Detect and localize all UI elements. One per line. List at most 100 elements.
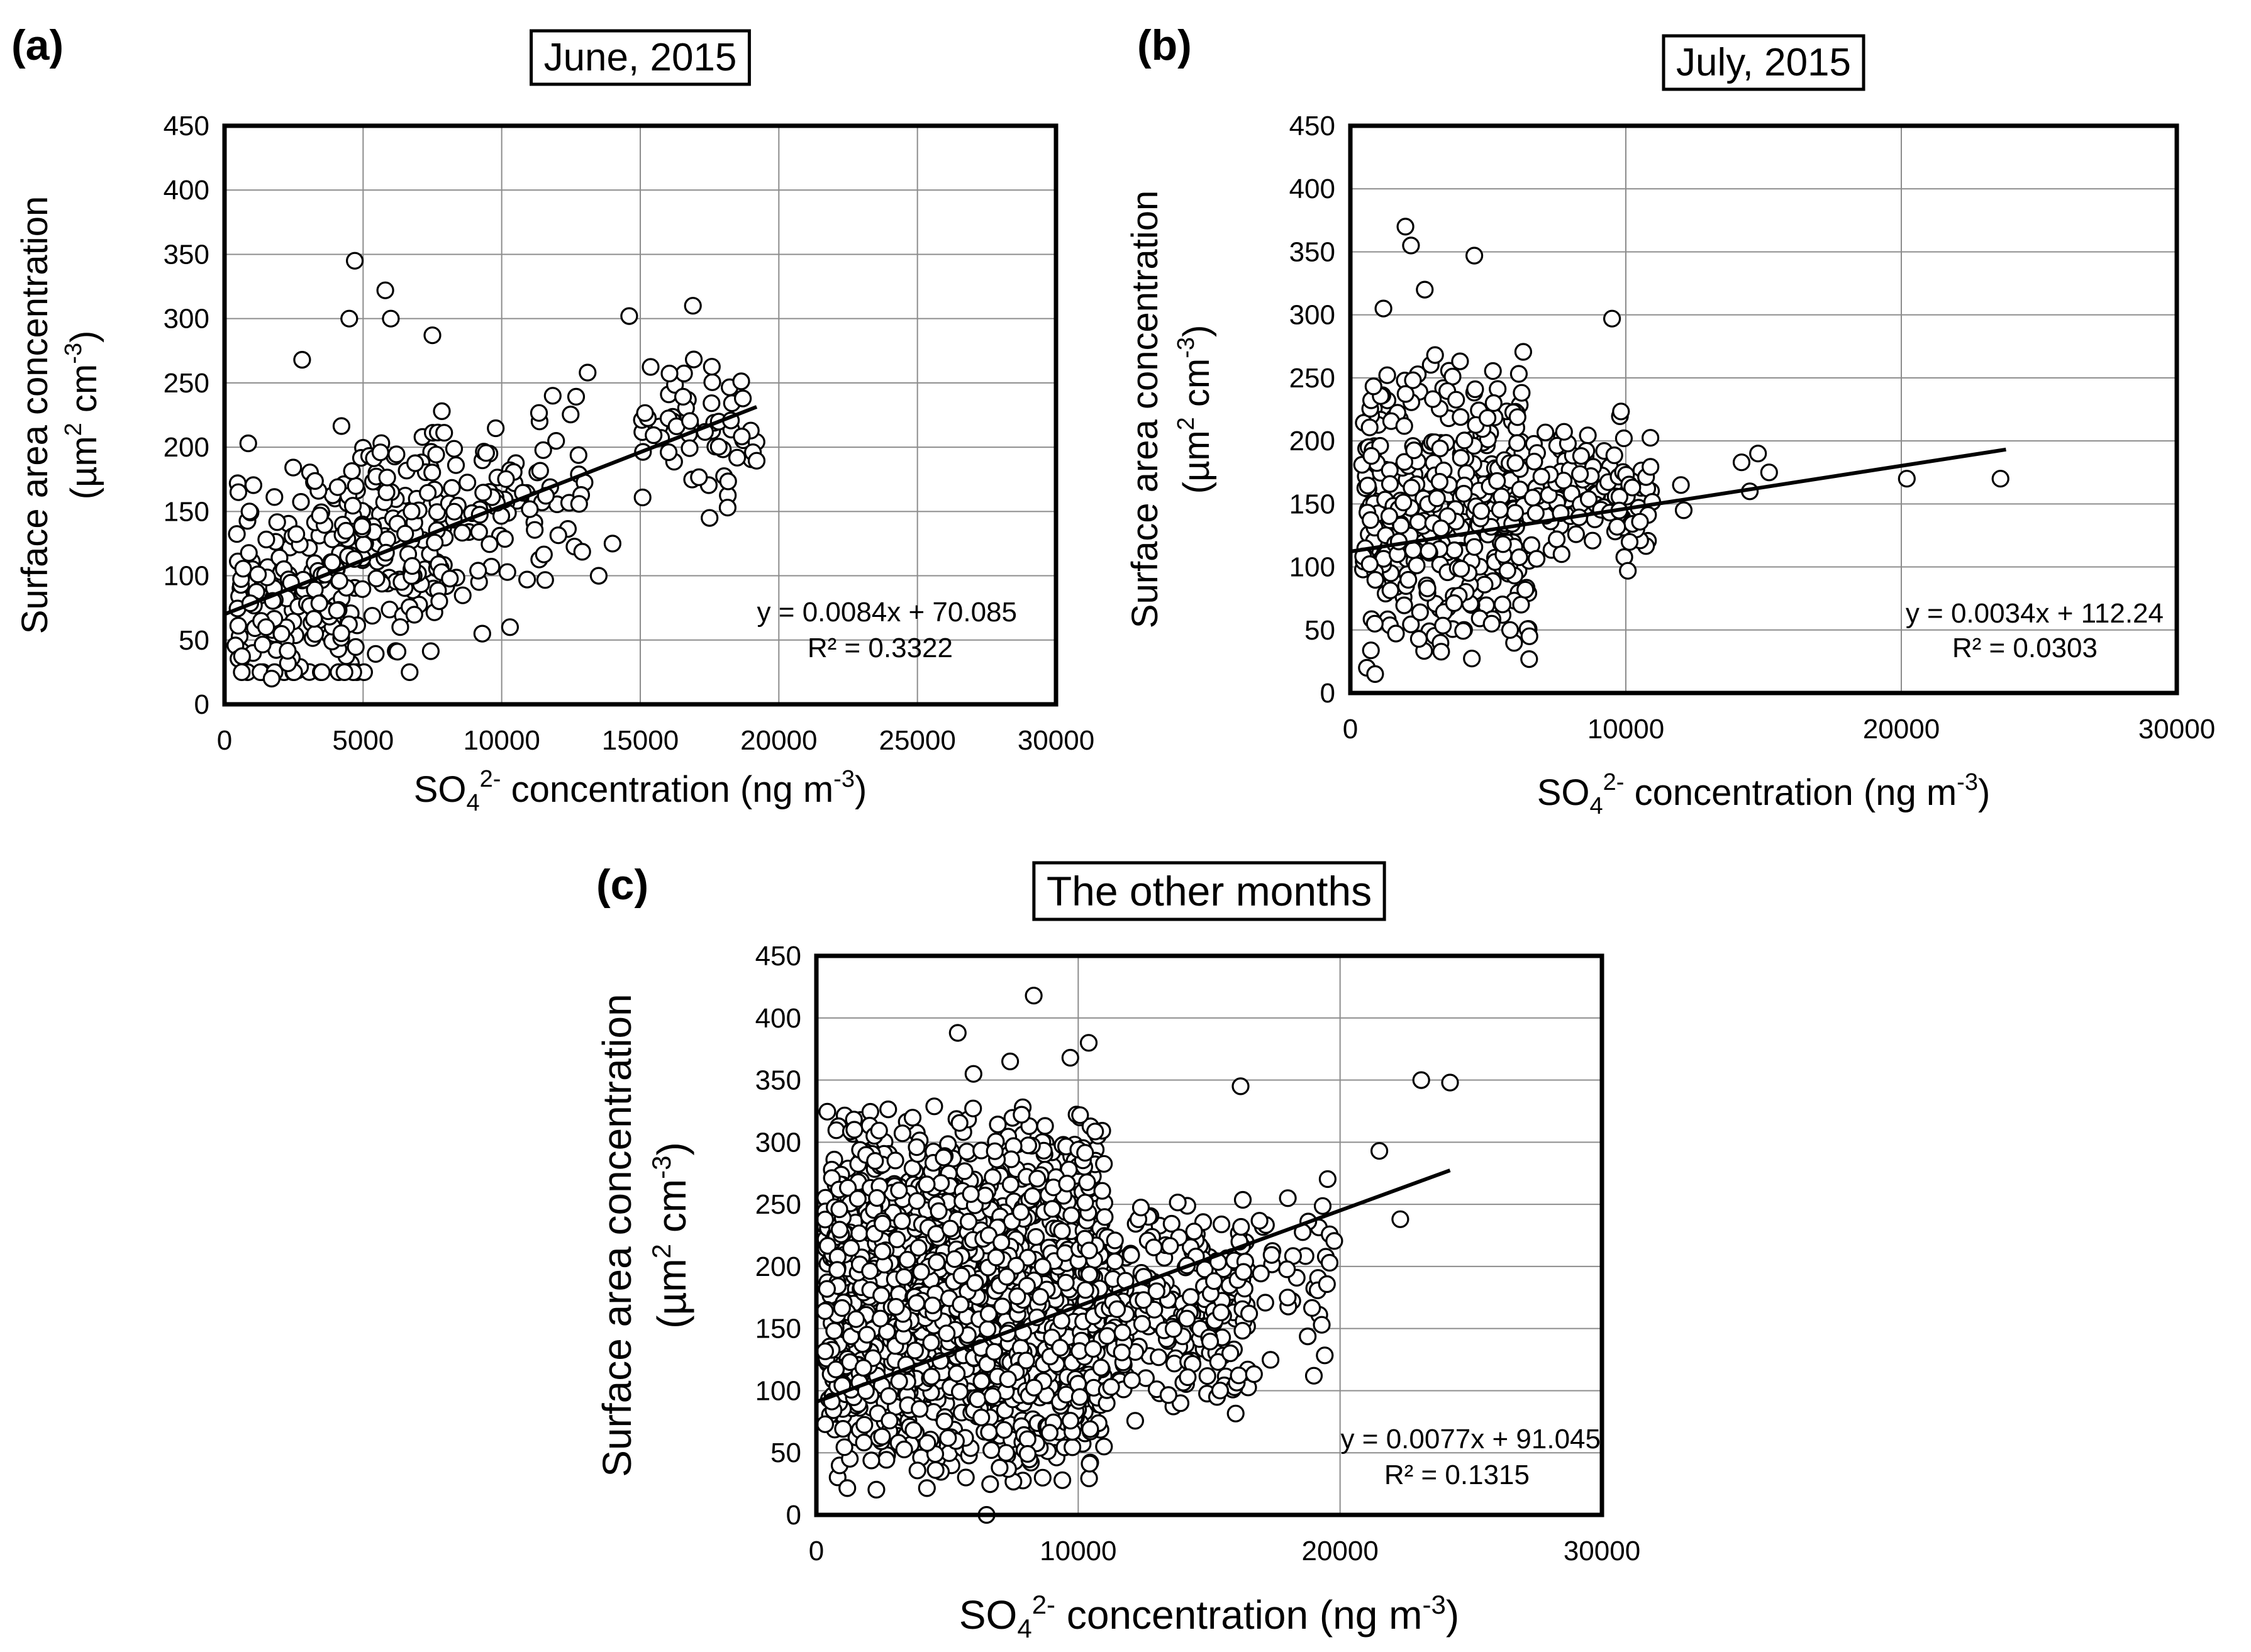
- data-point: [1031, 1288, 1050, 1306]
- data-point: [1177, 1309, 1196, 1328]
- data-point: [1250, 1212, 1269, 1230]
- data-point: [240, 544, 258, 562]
- data-point: [1525, 452, 1543, 471]
- data-point: [1070, 1388, 1089, 1406]
- trend-equation: y = 0.0084x + 70.085: [757, 597, 1017, 628]
- data-point: [987, 1248, 1005, 1267]
- data-point: [1106, 1252, 1124, 1271]
- data-point: [887, 1298, 905, 1316]
- data-point: [870, 1121, 888, 1139]
- chart-2: 0 50 100 150 200 250 300 350 400 450 0 10000 20000 30…: [1125, 34, 2215, 819]
- data-point: [401, 663, 419, 682]
- data-point: [1058, 1174, 1076, 1193]
- data-point: [1221, 1344, 1240, 1363]
- data-point: [703, 394, 721, 413]
- data-point: [1028, 1170, 1047, 1188]
- data-point: [862, 1451, 881, 1470]
- r-squared: R² = 0.0303: [1952, 633, 2098, 663]
- data-point: [818, 1280, 836, 1298]
- data-point: [1008, 1287, 1026, 1306]
- data-point: [1108, 1300, 1126, 1318]
- y-axis-label: Surface area concentration: [1125, 191, 1165, 628]
- data-point: [547, 431, 565, 450]
- data-point: [911, 1400, 929, 1418]
- data-point: [239, 434, 257, 453]
- data-point: [1365, 614, 1384, 633]
- data-point: [347, 638, 365, 657]
- data-point: [1159, 1386, 1177, 1404]
- data-point: [1095, 1155, 1113, 1173]
- data-point: [332, 417, 351, 435]
- data-point: [265, 488, 284, 506]
- data-point: [1102, 1378, 1120, 1396]
- data-point: [1318, 1275, 1336, 1294]
- y-tick-label: 400: [164, 175, 209, 206]
- y-tick-label: 100: [755, 1375, 801, 1406]
- data-point: [1123, 1371, 1141, 1389]
- data-point: [579, 363, 597, 382]
- data-point: [233, 647, 251, 665]
- data-point: [279, 641, 297, 660]
- data-point: [403, 502, 421, 521]
- data-point: [521, 500, 539, 518]
- data-point: [1122, 1246, 1140, 1264]
- data-point: [543, 387, 562, 405]
- data-point: [964, 1099, 982, 1117]
- data-point: [1520, 627, 1538, 645]
- data-point: [569, 446, 587, 464]
- y-tick-label: 200: [164, 432, 209, 463]
- data-point: [918, 1175, 936, 1194]
- data-point: [1279, 1289, 1297, 1307]
- data-point: [1364, 377, 1382, 396]
- data-point: [877, 1451, 896, 1469]
- data-point: [1313, 1316, 1331, 1334]
- data-point: [292, 492, 310, 511]
- data-point: [1256, 1294, 1274, 1312]
- data-point: [1086, 1123, 1104, 1141]
- data-point: [1018, 1430, 1037, 1448]
- y-tick-label: 300: [755, 1127, 801, 1158]
- data-point: [938, 1324, 956, 1343]
- data-point: [972, 1372, 991, 1390]
- data-point: [229, 483, 248, 501]
- data-point: [1084, 1340, 1103, 1358]
- data-point: [573, 543, 591, 561]
- data-point: [343, 497, 362, 515]
- y-axis-label: Surface area concentration: [594, 994, 640, 1477]
- data-point: [1399, 570, 1418, 589]
- data-point: [992, 1233, 1011, 1251]
- data-point: [311, 506, 329, 524]
- data-point: [1313, 1197, 1332, 1215]
- data-point: [1426, 346, 1444, 364]
- data-point: [1061, 1048, 1079, 1067]
- data-point: [1007, 1256, 1025, 1275]
- data-point: [1025, 1378, 1043, 1397]
- data-point: [845, 1121, 864, 1139]
- data-point: [382, 309, 400, 328]
- data-point: [1360, 555, 1379, 574]
- data-point: [1232, 1217, 1250, 1236]
- data-point: [703, 358, 721, 376]
- data-point: [732, 372, 750, 391]
- chart-title: June, 2015: [544, 36, 737, 79]
- data-point: [1150, 1348, 1168, 1367]
- data-point: [531, 462, 549, 480]
- data-point: [1447, 391, 1465, 409]
- data-point: [340, 309, 358, 328]
- data-point: [1098, 1327, 1116, 1345]
- data-point: [881, 1411, 899, 1430]
- data-point: [728, 448, 747, 467]
- data-point: [1320, 1253, 1339, 1272]
- data-point: [1523, 489, 1542, 507]
- data-point: [1226, 1404, 1245, 1422]
- data-point: [1359, 476, 1377, 495]
- data-point: [1455, 431, 1474, 450]
- data-point: [306, 472, 324, 491]
- data-point: [1179, 1368, 1197, 1387]
- data-point: [1181, 1288, 1200, 1306]
- data-point: [1201, 1333, 1220, 1351]
- title-box: [1662, 34, 1865, 91]
- data-point: [376, 281, 394, 299]
